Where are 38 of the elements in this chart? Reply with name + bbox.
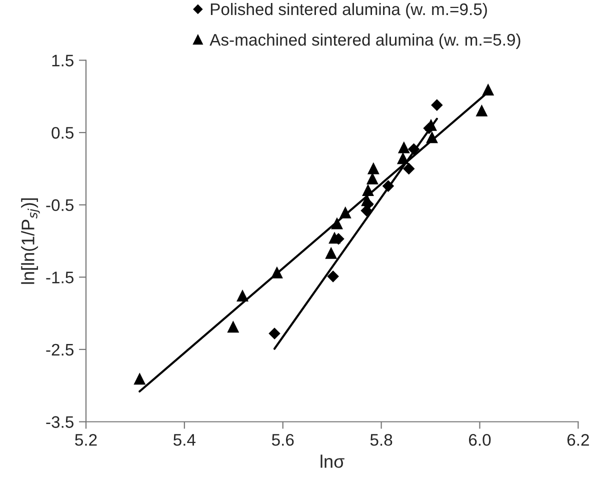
y-tick-label: 1.5 <box>52 54 74 66</box>
y-tick-label: -2.5 <box>46 344 74 356</box>
point <box>362 184 374 196</box>
x-tick-label: 5.2 <box>75 434 97 446</box>
x-tick-label: 6.0 <box>469 434 491 446</box>
point <box>382 180 394 192</box>
y-tick-label: -3.5 <box>46 416 74 428</box>
point <box>271 267 283 278</box>
point <box>426 132 438 144</box>
point <box>397 153 409 164</box>
x-axis-title: lnσ <box>320 454 344 468</box>
point <box>398 142 410 154</box>
point <box>408 144 420 155</box>
y-tick-label: 0.5 <box>52 126 74 139</box>
point <box>327 270 339 282</box>
x-tick-label: 6.2 <box>567 434 589 446</box>
point <box>236 290 248 302</box>
point <box>331 218 343 230</box>
point <box>431 99 443 111</box>
point <box>368 163 379 174</box>
point <box>340 207 351 218</box>
y-tick-label: -0.5 <box>46 199 74 212</box>
x-tick-label: 5.8 <box>370 434 392 446</box>
point <box>268 328 280 340</box>
y-axis-title: ln[ln(1/P$_{sj}$)] <box>21 198 40 284</box>
point <box>228 321 239 333</box>
y-tick-label: -1.5 <box>46 272 74 284</box>
point <box>476 105 488 116</box>
x-tick-label: 5.6 <box>272 434 294 446</box>
point <box>403 163 414 174</box>
legend-label: As-machined sintered alumina (w. m.=5.9) <box>210 33 520 50</box>
point <box>482 84 494 96</box>
point <box>366 173 378 184</box>
legend-label: Polished sintered alumina (w. m.=9.5) <box>210 2 487 18</box>
point <box>326 248 337 259</box>
point <box>362 198 374 210</box>
x-tick-label: 5.4 <box>174 434 196 446</box>
point <box>134 374 146 385</box>
